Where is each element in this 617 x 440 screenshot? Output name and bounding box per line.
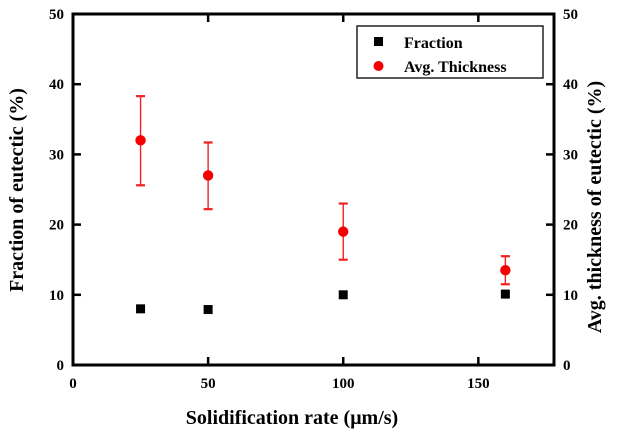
y-axis-title-right: Avg. thickness of eutectic (%) bbox=[584, 81, 606, 333]
x-tick-label: 150 bbox=[467, 376, 490, 392]
legend-square-marker-icon bbox=[374, 37, 383, 46]
legend-label-fraction: Fraction bbox=[404, 35, 463, 52]
legend-circle-marker-icon bbox=[373, 61, 384, 71]
data-point-fraction bbox=[136, 304, 146, 314]
y-tick-label-left: 30 bbox=[49, 147, 64, 163]
legend-entry-fraction: Fraction bbox=[374, 35, 463, 52]
data-point-fraction bbox=[203, 305, 213, 315]
y-tick-label-left: 40 bbox=[49, 77, 64, 93]
data-point-avg-thickness bbox=[135, 135, 146, 146]
data-point-avg-thickness bbox=[338, 226, 349, 237]
x-tick-label: 0 bbox=[69, 376, 77, 392]
plot-border bbox=[71, 12, 556, 367]
x-tick-label: 100 bbox=[332, 376, 355, 392]
ticks-layer bbox=[71, 12, 554, 367]
y-tick-label-right: 30 bbox=[563, 147, 578, 163]
data-point-fraction bbox=[500, 289, 510, 299]
data-point-avg-thickness bbox=[202, 170, 214, 181]
legend-label-avg-thickness: Avg. Thickness bbox=[404, 59, 507, 76]
data-point-avg-thickness bbox=[500, 265, 511, 276]
y-tick-label-left: 10 bbox=[49, 288, 64, 304]
data-layer bbox=[135, 95, 511, 315]
y-axis-title-left: Fraction of eutectic (%) bbox=[6, 88, 28, 292]
y-tick-label-left: 0 bbox=[57, 358, 65, 374]
y-tick-label-left: 20 bbox=[49, 218, 64, 234]
data-point-fraction bbox=[338, 290, 348, 300]
x-axis-title: Solidification rate (μm/s) bbox=[186, 407, 398, 429]
y-tick-label-right: 40 bbox=[563, 77, 578, 93]
y-tick-label-left: 50 bbox=[49, 7, 64, 23]
y-tick-label-right: 0 bbox=[563, 358, 571, 374]
y-tick-label-right: 20 bbox=[563, 218, 578, 234]
legend-box bbox=[356, 25, 544, 79]
legend-entry-avg-thickness: Avg. Thickness bbox=[373, 59, 507, 76]
y-tick-label-right: 10 bbox=[563, 288, 578, 304]
y-tick-label-right: 50 bbox=[563, 7, 578, 23]
legend: Fraction Avg. Thickness bbox=[356, 25, 544, 79]
x-tick-label: 50 bbox=[201, 376, 216, 392]
